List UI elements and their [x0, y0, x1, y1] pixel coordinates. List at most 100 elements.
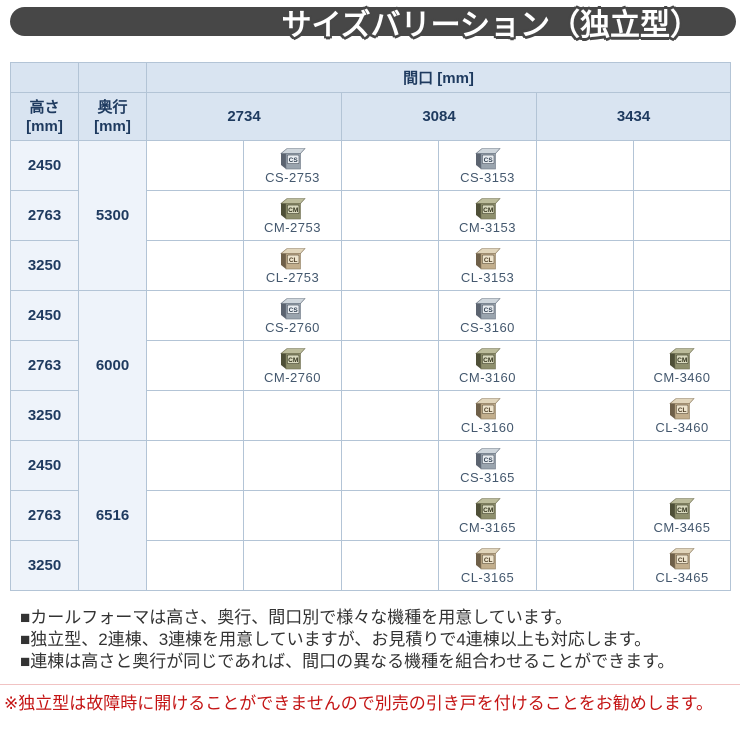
warning-note: ※独立型は故障時に開けることができませんので別売の引き戸を付けることをお勧めしま…: [4, 694, 714, 713]
width-value-header: 2734: [146, 92, 342, 141]
svg-text:CM: CM: [288, 206, 298, 213]
shed-icon: CS: [474, 147, 501, 170]
product-cell: CL CL-2753: [243, 240, 342, 291]
product[interactable]: CL CL-3153: [461, 247, 514, 285]
svg-text:CL: CL: [678, 406, 687, 413]
product[interactable]: CL CL-3165: [461, 547, 514, 585]
product[interactable]: CS CS-2760: [265, 297, 320, 335]
note-line: ■独立型、2連棟、3連棟を用意していますが、お見積りで4連棟以上も対応します。: [20, 630, 652, 649]
empty-cell: [146, 290, 244, 341]
product-cell: [243, 490, 342, 541]
shed-icon: CM: [279, 347, 306, 370]
height-cell: 2450: [10, 440, 79, 491]
product[interactable]: CS CS-2753: [265, 147, 320, 185]
product-cell: CM CM-2753: [243, 190, 342, 241]
product-cell: [632, 440, 732, 491]
shed-icon: CL: [669, 547, 695, 570]
width-group-header: 間口 [mm]: [145, 62, 732, 93]
page-title: サイズバリーション（独立型）: [281, 8, 701, 42]
svg-text:CM: CM: [483, 356, 493, 363]
product-model: CL-3465: [655, 569, 709, 585]
height-cell: 3250: [10, 390, 79, 441]
svg-text:CL: CL: [483, 256, 492, 263]
product-model: CM-3165: [459, 519, 516, 535]
product-model: CL-3153: [460, 269, 515, 285]
shed-icon: CM: [474, 347, 501, 370]
product[interactable]: CS CS-3153: [460, 147, 515, 185]
product-cell: [243, 440, 342, 491]
svg-text:CS: CS: [288, 156, 298, 163]
shed-icon: CL: [279, 247, 306, 270]
product[interactable]: CL CL-3160: [461, 397, 514, 435]
empty-cell: [146, 390, 244, 441]
product[interactable]: CM CM-2760: [264, 347, 321, 385]
empty-cell: [341, 340, 439, 391]
product-model: CM-2753: [264, 219, 321, 235]
product[interactable]: CM CM-3465: [654, 497, 711, 535]
product[interactable]: CS CS-3160: [460, 297, 515, 335]
empty-cell: [536, 290, 634, 341]
shed-icon: CL: [669, 397, 695, 420]
product[interactable]: CM CM-3460: [654, 347, 711, 385]
height-cell: 2763: [10, 340, 79, 391]
depth-cell: 6516: [78, 440, 147, 591]
product-cell: CL CL-3460: [632, 390, 732, 441]
svg-text:CM: CM: [483, 506, 493, 513]
product[interactable]: CL CL-3460: [655, 397, 708, 435]
product-cell: CM CM-3165: [438, 490, 537, 541]
shed-icon: CS: [474, 447, 501, 470]
product-cell: [243, 390, 342, 441]
empty-cell: [146, 490, 244, 541]
product[interactable]: CM CM-3153: [459, 197, 516, 235]
height-cell: 3250: [10, 540, 79, 591]
svg-text:CS: CS: [288, 306, 298, 313]
product-cell: CL CL-3153: [438, 240, 537, 291]
shed-icon: CM: [669, 347, 695, 370]
height-cell: 2450: [10, 140, 79, 191]
svg-text:CS: CS: [483, 456, 493, 463]
product-cell: CM CM-2760: [243, 340, 342, 391]
note-line: ■カールフォーマは高さ、奥行、間口別で様々な機種を用意しています。: [20, 608, 573, 627]
product[interactable]: CM CM-3160: [459, 347, 516, 385]
product[interactable]: CM CM-2753: [264, 197, 321, 235]
empty-cell: [146, 440, 244, 491]
product-model: CS-2760: [265, 319, 320, 335]
product-model: CM-3153: [459, 219, 516, 235]
shed-icon: CS: [279, 147, 306, 170]
table-row: 2450 5300 CS CS-2753 CS CS-3153: [10, 140, 732, 291]
shed-icon: CM: [474, 197, 501, 220]
product[interactable]: CL CL-2753: [266, 247, 319, 285]
shed-icon: CM: [474, 497, 501, 520]
shed-icon: CS: [474, 297, 501, 320]
shed-icon: CM: [279, 197, 306, 220]
table-body: 2450 5300 CS CS-2753 CS CS-3153 2763: [10, 140, 732, 591]
note-line: ■連棟は高さと奥行が同じであれば、間口の異なる機種を組合わせることができます。: [20, 652, 675, 671]
empty-cell: [341, 290, 439, 341]
product-model: CL-3160: [460, 419, 515, 435]
svg-text:CL: CL: [678, 556, 687, 563]
product-cell: CM CM-3160: [438, 340, 537, 391]
corner-cell: [10, 62, 79, 93]
svg-text:CL: CL: [483, 556, 492, 563]
product[interactable]: CM CM-3165: [459, 497, 516, 535]
header-row-1: 間口 [mm]: [10, 62, 732, 93]
product-cell: [632, 140, 732, 191]
product[interactable]: CL CL-3465: [655, 547, 708, 585]
product-cell: CS CS-3165: [438, 440, 537, 491]
empty-cell: [341, 240, 439, 291]
corner-cell: [78, 62, 147, 93]
svg-text:CM: CM: [483, 206, 493, 213]
svg-text:CM: CM: [677, 356, 687, 363]
product-model: CM-2760: [264, 369, 321, 385]
empty-cell: [341, 440, 439, 491]
depth-cell: 6000: [78, 290, 147, 441]
product-cell: CM CM-3460: [632, 340, 732, 391]
product[interactable]: CS CS-3165: [460, 447, 515, 485]
product-cell: CM CM-3153: [438, 190, 537, 241]
product-cell: CL CL-3160: [438, 390, 537, 441]
width-value-header: 3084: [341, 92, 537, 141]
product-model: CM-3460: [653, 369, 711, 385]
table-row: 2450 6000 CS CS-2760 CS CS-3160: [10, 290, 732, 441]
svg-text:CS: CS: [483, 156, 493, 163]
empty-cell: [536, 140, 634, 191]
